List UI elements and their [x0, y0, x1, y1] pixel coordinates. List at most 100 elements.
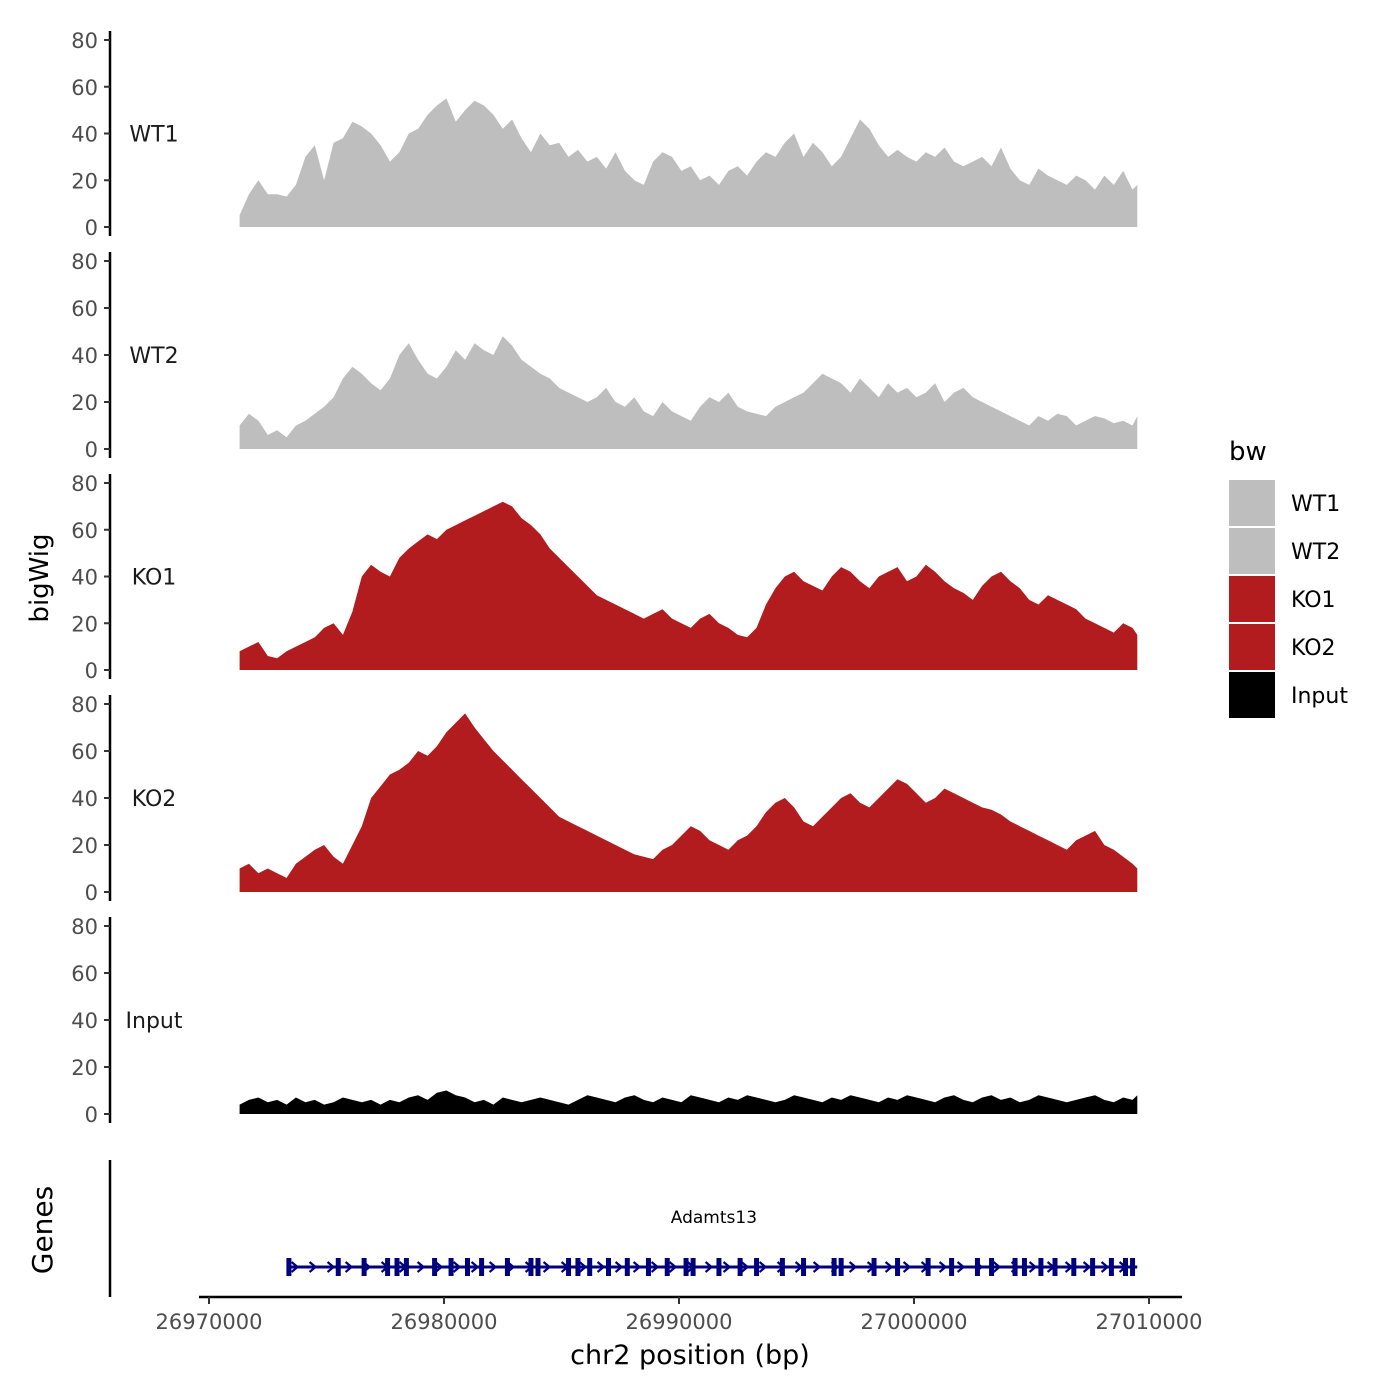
genes-axis-title: Genes — [26, 1186, 59, 1274]
track-label: Input — [126, 1009, 183, 1034]
legend-entry-wt1: WT1 — [1229, 480, 1340, 526]
y-tick-label: 80 — [71, 693, 98, 717]
legend: WT1 WT2 KO1 KO2 Input — [1229, 480, 1348, 718]
legend-entry-input: Input — [1229, 672, 1348, 718]
exon — [575, 1258, 581, 1276]
y-tick-label: 20 — [71, 612, 98, 636]
strand-arrow — [326, 1261, 336, 1273]
strand-arrow — [578, 1261, 588, 1273]
y-tick-label: 0 — [85, 216, 98, 240]
exon — [1130, 1258, 1136, 1276]
y-tick-label: 40 — [71, 1009, 98, 1033]
exon — [989, 1258, 995, 1276]
tracks-layer: 0 20 40 60 80 WT1 0 20 40 60 80 WT2 0 20 40 60 80 KO1 0 20 4… — [71, 29, 1138, 1127]
exon — [871, 1258, 877, 1276]
exon — [1021, 1258, 1027, 1276]
exon — [1090, 1258, 1096, 1276]
exon — [587, 1258, 593, 1276]
coverage-area-ko1 — [239, 501, 1138, 670]
y-tick-label: 40 — [71, 566, 98, 590]
strand-arrow — [758, 1261, 768, 1273]
y-tick-label: 40 — [71, 787, 98, 811]
x-tick-label: 27010000 — [1096, 1310, 1203, 1334]
legend-swatch — [1229, 576, 1275, 622]
y-tick-label: 20 — [71, 1056, 98, 1080]
gene-adamts13: Adamts13 — [286, 1208, 1138, 1276]
exon — [403, 1258, 409, 1276]
strand-arrow — [488, 1261, 498, 1273]
exon — [286, 1258, 292, 1276]
exon — [838, 1258, 844, 1276]
exon — [737, 1258, 743, 1276]
exon — [528, 1258, 534, 1276]
strand-arrow — [992, 1261, 1002, 1273]
strand-arrow — [416, 1261, 426, 1273]
y-tick-label: 20 — [71, 169, 98, 193]
strand-arrow — [902, 1261, 912, 1273]
exon — [683, 1258, 689, 1276]
strand-arrow — [1082, 1261, 1092, 1273]
legend-label: WT1 — [1291, 492, 1340, 517]
exon — [1123, 1258, 1128, 1276]
y-tick-label: 60 — [71, 76, 98, 100]
strand-arrow — [470, 1261, 480, 1273]
strand-arrow — [668, 1261, 678, 1273]
gene-name: Adamts13 — [671, 1208, 757, 1228]
strand-arrow — [938, 1261, 948, 1273]
genes-layer: Adamts13 — [108, 1160, 1138, 1297]
exon — [624, 1258, 630, 1276]
exon — [335, 1258, 341, 1276]
track-label: WT2 — [129, 344, 178, 369]
y-tick-label: 40 — [71, 123, 98, 147]
x-tick-label: 26990000 — [626, 1310, 733, 1334]
y-tick-label: 80 — [71, 29, 98, 53]
exon — [385, 1258, 391, 1276]
y-tick-label: 60 — [71, 297, 98, 321]
legend-entry-ko1: KO1 — [1229, 576, 1336, 622]
strand-arrow — [308, 1261, 318, 1273]
strand-arrow — [542, 1261, 552, 1273]
exon — [831, 1258, 837, 1276]
coverage-area-wt1 — [239, 98, 1138, 228]
x-axis: 26970000 26980000 26990000 27000000 27010000 — [156, 1295, 1203, 1334]
y-tick-label: 80 — [71, 915, 98, 939]
strand-arrow — [434, 1261, 444, 1273]
exon — [465, 1258, 470, 1276]
strand-arrow — [596, 1261, 606, 1273]
strand-arrow — [740, 1261, 750, 1273]
exon — [606, 1258, 611, 1276]
exon — [664, 1258, 670, 1276]
track-wt2: 0 20 40 60 80 WT2 — [71, 250, 1138, 462]
strand-arrow — [884, 1261, 894, 1273]
legend-swatch — [1229, 480, 1275, 526]
y-tick-label: 0 — [85, 1103, 98, 1127]
x-axis-title: chr2 position (bp) — [570, 1340, 810, 1371]
legend-title: bw — [1229, 437, 1267, 467]
strand-arrow — [614, 1261, 624, 1273]
y-tick-label: 60 — [71, 962, 98, 986]
strand-arrow — [722, 1261, 732, 1273]
strand-arrow — [344, 1261, 354, 1273]
track-label: KO2 — [132, 787, 177, 812]
strand-arrow — [704, 1261, 714, 1273]
exon — [1052, 1258, 1058, 1276]
strand-arrow — [956, 1261, 966, 1273]
strand-arrow — [632, 1261, 642, 1273]
track-ko1: 0 20 40 60 80 KO1 — [71, 472, 1138, 683]
y-tick-label: 0 — [85, 881, 98, 905]
track-wt1: 0 20 40 60 80 WT1 — [71, 29, 1138, 240]
y-axis-title: bigWig — [25, 533, 55, 622]
track-label: WT1 — [129, 123, 178, 148]
exon — [974, 1258, 980, 1276]
strand-arrow — [650, 1261, 660, 1273]
exon — [566, 1258, 572, 1276]
y-tick-label: 20 — [71, 391, 98, 415]
exon — [1038, 1258, 1044, 1276]
legend-swatch — [1229, 672, 1275, 718]
strand-arrow — [1100, 1261, 1110, 1273]
y-tick-label: 80 — [71, 250, 98, 274]
exon — [645, 1258, 651, 1276]
strand-arrow — [452, 1261, 462, 1273]
track-label: KO1 — [132, 566, 177, 591]
